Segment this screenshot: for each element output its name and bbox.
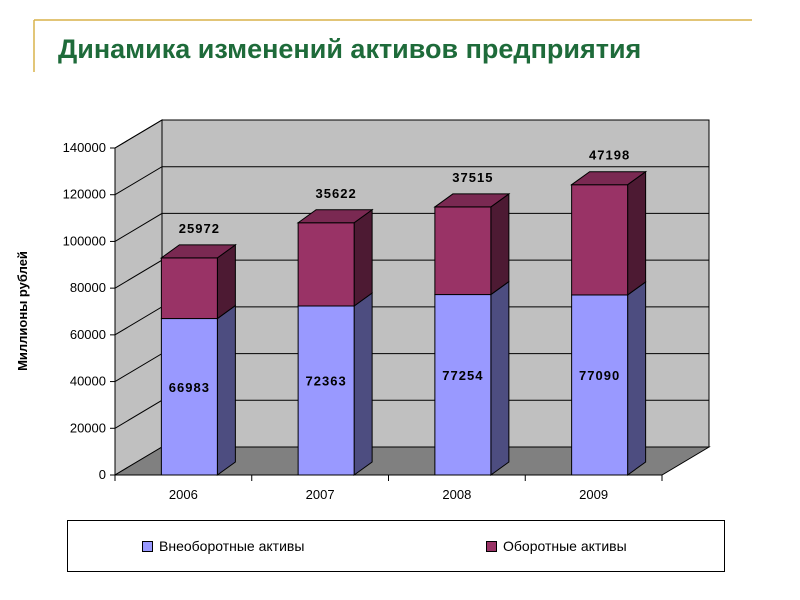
bar-side-series-2 — [353, 208, 373, 307]
bar-series-2 — [160, 257, 218, 320]
legend-label-series-2: Оборотные активы — [503, 538, 627, 554]
gridline — [114, 119, 709, 149]
data-label-series-2: 47198 — [589, 148, 630, 163]
data-label-series-1: 72363 — [306, 373, 347, 388]
y-tick-label: 120000 — [63, 187, 106, 202]
legend-item-series-2: Оборотные активы — [486, 538, 627, 554]
bar-top — [296, 209, 374, 224]
data-label-series-1: 77254 — [442, 368, 483, 383]
legend-swatch-series-1 — [142, 540, 153, 552]
y-tick-label: 80000 — [70, 280, 106, 295]
y-axis-label: Миллионы рублей — [15, 251, 30, 371]
y-tick-label: 20000 — [70, 420, 106, 435]
bar-series-1 — [434, 294, 492, 476]
side-wall — [114, 119, 163, 476]
legend-item-series-1: Внеоборотные активы — [142, 538, 304, 554]
x-tick-label: 2007 — [306, 487, 335, 502]
bar-series-1 — [571, 294, 629, 476]
bar-side-series-1 — [627, 280, 647, 476]
bar-side-series-2 — [627, 170, 647, 296]
y-tick-label: 140000 — [63, 140, 106, 155]
bar-top — [159, 244, 237, 259]
y-tick-label: 40000 — [70, 374, 106, 389]
y-tick-label: 100000 — [63, 233, 106, 248]
data-label-series-1: 66983 — [169, 380, 210, 395]
legend-swatch-series-2 — [486, 540, 497, 552]
bar-series-1 — [297, 305, 355, 476]
gridline — [114, 212, 709, 242]
bar-top — [570, 171, 648, 186]
bar-side-series-2 — [490, 192, 510, 296]
bar-series-2 — [571, 184, 629, 296]
y-tick-label: 60000 — [70, 327, 106, 342]
data-label-series-2: 37515 — [452, 170, 493, 185]
x-tick-label: 2006 — [169, 487, 198, 502]
bar-series-1 — [160, 318, 218, 476]
bar-side-series-1 — [490, 280, 510, 476]
y-tick-label: 0 — [99, 467, 106, 482]
bar-top — [433, 193, 511, 208]
chart-legend: Внеоборотные активы Оборотные активы — [67, 520, 725, 572]
data-label-series-2: 25972 — [179, 221, 220, 236]
x-tick-label: 2008 — [442, 487, 471, 502]
data-label-series-2: 35622 — [316, 186, 357, 201]
gridline — [114, 166, 709, 196]
chart-title: Динамика изменений активов предприятия — [58, 34, 642, 64]
bar-side-series-1 — [216, 304, 236, 476]
data-label-series-1: 77090 — [579, 368, 620, 383]
bar-series-2 — [434, 206, 492, 296]
bar-series-2 — [297, 222, 355, 307]
bar-side-series-1 — [353, 292, 373, 476]
legend-label-series-1: Внеоборотные активы — [159, 538, 305, 554]
x-tick-label: 2009 — [579, 487, 608, 502]
